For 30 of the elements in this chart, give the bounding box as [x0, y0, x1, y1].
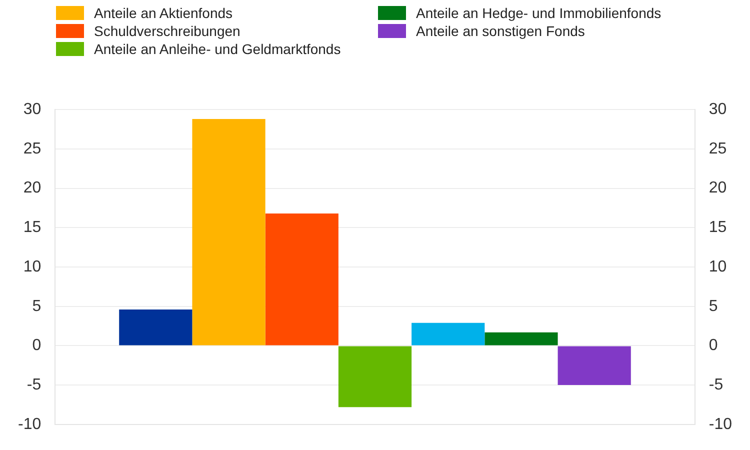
y-tick-label: 20 — [23, 180, 42, 197]
y2-tick-label: 10 — [708, 258, 727, 276]
y2-tick-label: 20 — [708, 180, 727, 197]
y-tick-label: 10 — [23, 258, 42, 276]
bar — [119, 310, 192, 346]
legend-label: Anteile an Anleihe- und Geldmarktfonds — [94, 41, 341, 57]
bar — [484, 332, 558, 346]
y-tick-label: 5 — [32, 298, 42, 315]
y2-tick-label: 0 — [708, 337, 718, 354]
bar — [192, 119, 266, 346]
y2-tick-label: 15 — [708, 219, 727, 236]
y-tick-label: 25 — [23, 140, 42, 158]
legend-label: Schuldverschreibungen — [94, 23, 240, 39]
y-tick-label: 15 — [23, 219, 42, 236]
y2-tick-label: 25 — [708, 140, 727, 158]
y2-tick-label: -5 — [708, 376, 724, 394]
bar — [265, 213, 338, 346]
y2-tick-label: 5 — [708, 298, 718, 315]
y-tick-label: -5 — [26, 376, 42, 394]
y-tick-label: -10 — [18, 416, 42, 433]
legend-label: Anteile an Aktienfonds — [94, 5, 233, 21]
bar — [558, 346, 631, 386]
bar — [412, 322, 485, 346]
y2-tick-label: 30 — [708, 101, 727, 118]
y-tick-label: 0 — [32, 337, 42, 354]
y2-tick-label: -10 — [708, 416, 732, 433]
y-tick-label: 30 — [23, 101, 42, 118]
bar — [338, 346, 412, 408]
legend-label: Anteile an sonstigen Fonds — [416, 23, 585, 39]
legend-label: Anteile an Hedge- und Immobilienfonds — [416, 5, 662, 21]
